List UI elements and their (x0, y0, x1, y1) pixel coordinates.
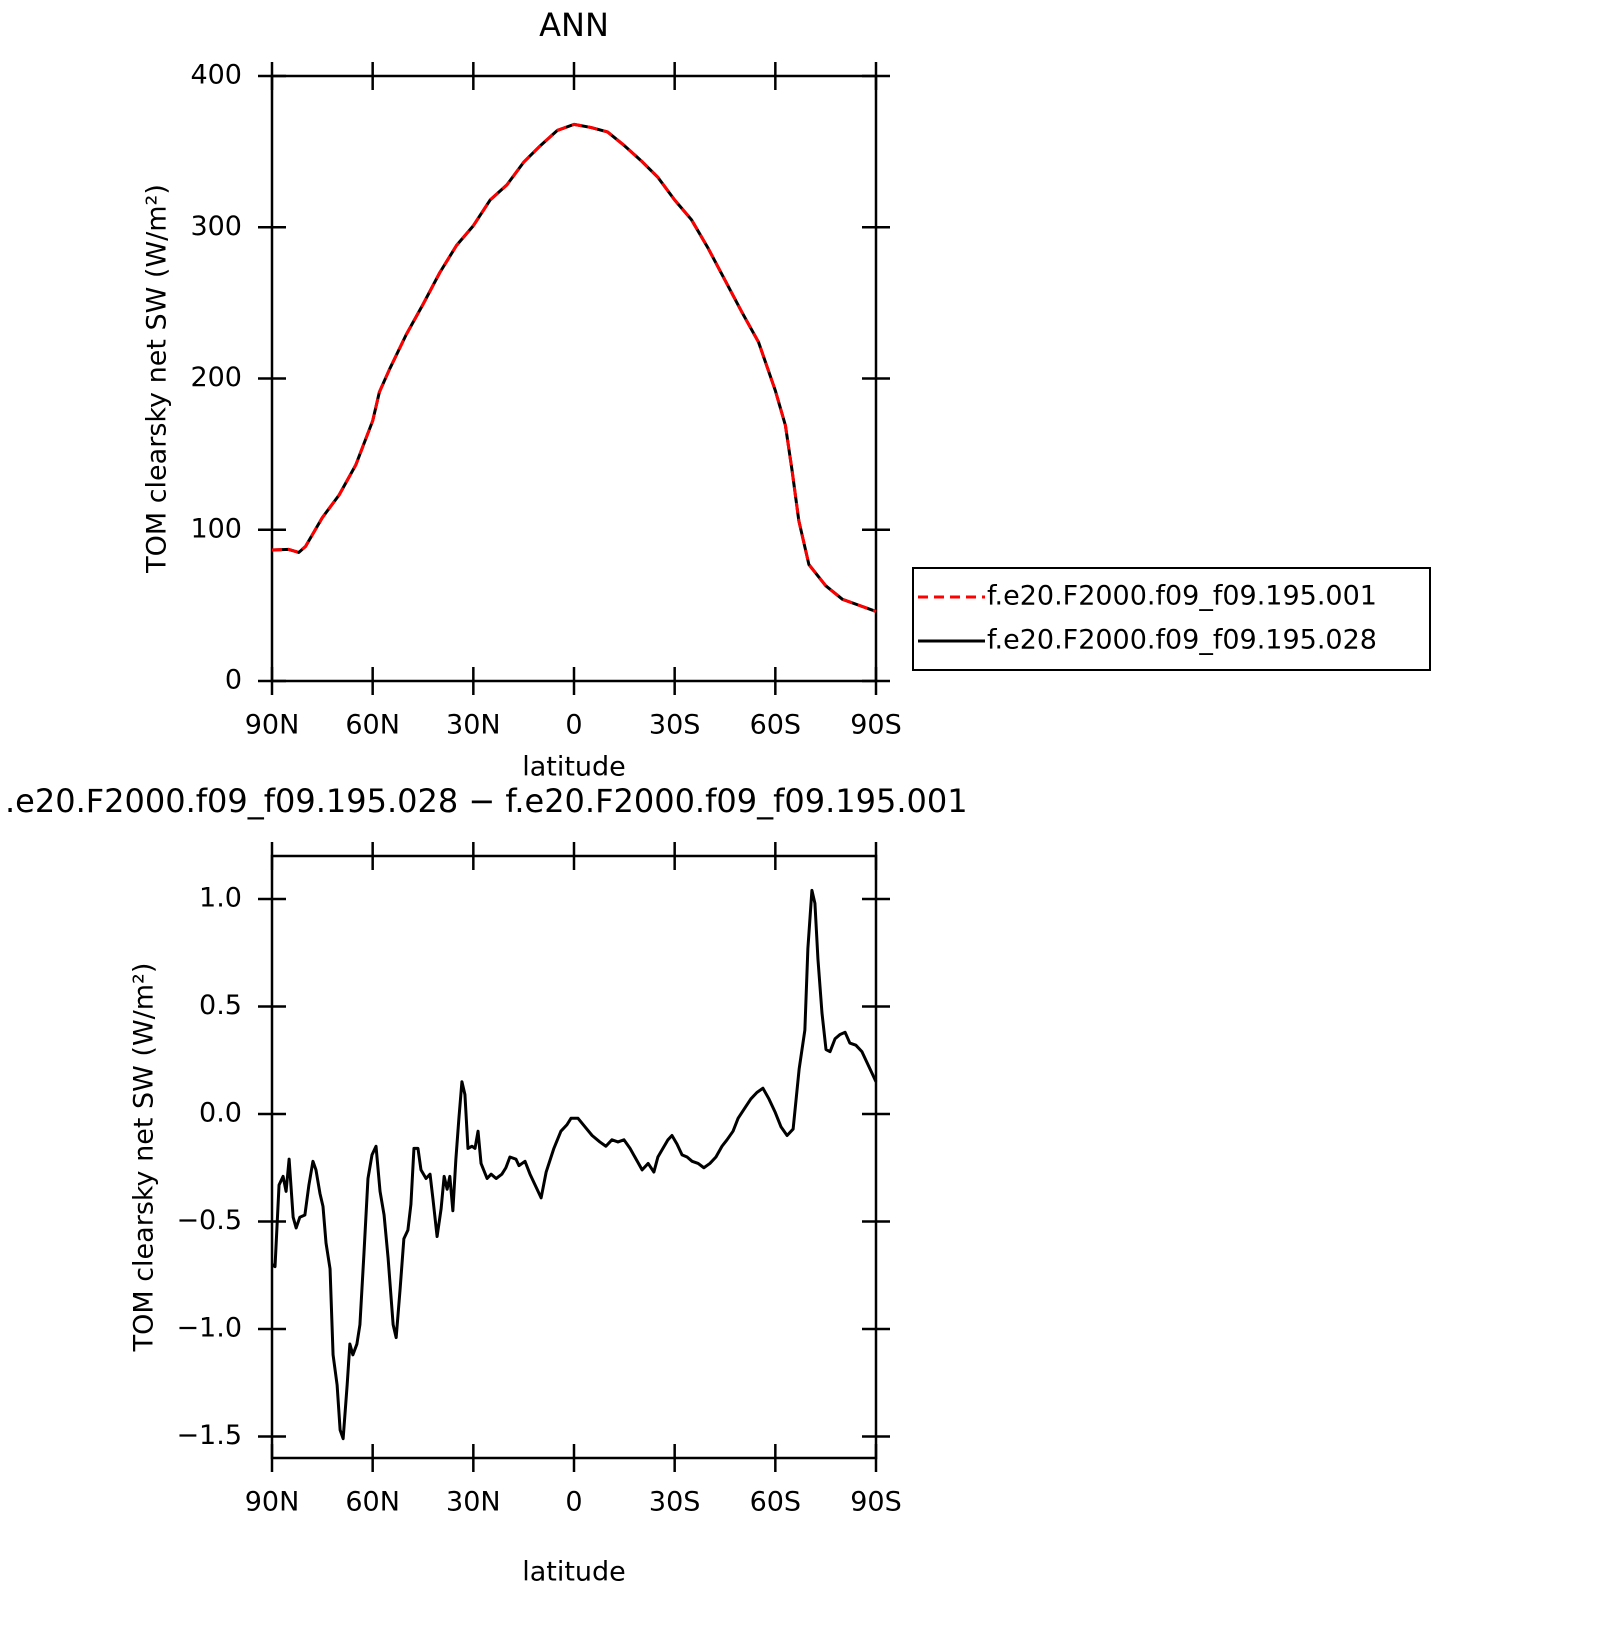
y-tick-label: 200 (190, 362, 242, 393)
chart-title: ANN (539, 6, 609, 44)
y-axis-label: TOM clearsky net SW (W/m²) (129, 963, 160, 1353)
plot-frame (270, 854, 878, 1460)
y-tick-label: −0.5 (176, 1205, 242, 1236)
data-line (271, 122, 877, 613)
chart-title: .e20.F2000.f09_f09.195.028 − f.e20.F2000… (5, 782, 968, 820)
legend-box (912, 567, 1431, 671)
x-tick-label: 30S (649, 710, 701, 741)
x-tick-label: 30N (446, 1487, 501, 1518)
y-axis-label: TOM clearsky net SW (W/m²) (142, 184, 173, 574)
y-tick-label: −1.0 (176, 1313, 242, 1344)
legend-label: f.e20.F2000.f09_f09.195.001 (987, 581, 1377, 612)
x-tick-label: 60S (750, 1487, 802, 1518)
x-tick-label: 90N (245, 1487, 300, 1518)
legend-label: f.e20.F2000.f09_f09.195.028 (987, 625, 1377, 656)
x-tick-label: 30N (446, 710, 501, 741)
y-tick-label: 0.0 (199, 1098, 242, 1129)
x-axis-label: latitude (522, 752, 626, 783)
x-tick-label: 60N (345, 710, 400, 741)
x-tick-label: 60S (750, 710, 802, 741)
data-line (271, 888, 878, 1441)
y-tick-label: −1.5 (176, 1420, 242, 1451)
x-tick-label: 60N (345, 1487, 400, 1518)
x-axis-label: latitude (522, 1557, 626, 1588)
x-tick-label: 0 (565, 710, 582, 741)
y-tick-label: 0 (225, 665, 242, 696)
y-tick-label: 0.5 (199, 990, 242, 1021)
x-tick-label: 90S (850, 1487, 902, 1518)
data-line (271, 122, 877, 613)
y-tick-label: 100 (190, 513, 242, 544)
x-tick-label: 90N (245, 710, 300, 741)
plot-frame (270, 74, 878, 683)
x-tick-label: 30S (649, 1487, 701, 1518)
x-tick-label: 0 (565, 1487, 582, 1518)
y-tick-label: 300 (190, 211, 242, 242)
x-tick-label: 90S (850, 710, 902, 741)
y-tick-label: 1.0 (199, 883, 242, 914)
y-tick-label: 400 (190, 60, 242, 91)
